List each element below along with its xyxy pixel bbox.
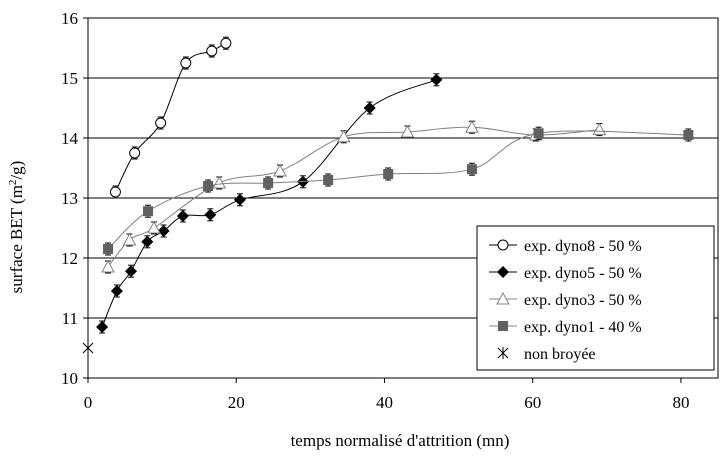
data-point	[383, 169, 393, 179]
y-tick-label: 14	[61, 129, 79, 148]
data-point	[213, 177, 225, 188]
legend: exp. dyno8 - 50 % exp. dyno5 - 50 % exp. d…	[477, 226, 714, 370]
x-tick-label: 40	[376, 393, 393, 412]
data-point	[338, 131, 350, 142]
data-point	[124, 234, 136, 245]
series-5	[83, 342, 93, 354]
data-point	[467, 164, 477, 174]
data-point	[125, 265, 137, 277]
y-tick-label: 16	[61, 9, 78, 28]
data-point	[96, 321, 108, 333]
y-tick-label: 10	[61, 369, 78, 388]
legend-label: exp. dyno5 - 50 %	[524, 265, 642, 282]
y-axis-title: surface BET (m2/g)	[7, 161, 26, 294]
legend-marker	[498, 240, 508, 250]
data-point	[683, 130, 693, 140]
legend-label: exp. dyno1 - 40 %	[524, 319, 642, 336]
data-point	[156, 118, 166, 128]
x-tick-label: 80	[672, 393, 689, 412]
data-point	[274, 165, 286, 176]
data-point	[204, 209, 216, 221]
data-point	[534, 128, 544, 138]
legend-marker	[498, 321, 508, 331]
y-tick-label: 15	[61, 69, 78, 88]
data-point	[207, 46, 217, 56]
series-line	[115, 43, 225, 192]
x-tick-label: 0	[84, 393, 93, 412]
y-tick-label: 13	[61, 189, 78, 208]
data-point	[234, 194, 246, 206]
data-point	[593, 124, 605, 135]
data-point	[221, 38, 231, 48]
data-point	[263, 178, 273, 188]
data-point	[203, 181, 213, 191]
data-point	[181, 58, 191, 68]
data-point	[102, 261, 114, 272]
data-point	[323, 175, 333, 185]
y-tick-label: 11	[62, 309, 78, 328]
y-axis-title-main: surface BET (m	[7, 185, 26, 293]
series-2	[96, 74, 442, 333]
data-point	[110, 187, 120, 197]
y-axis-title-unit: /g)	[7, 161, 26, 180]
data-point	[103, 244, 113, 254]
series-1	[110, 37, 230, 198]
data-point	[430, 74, 442, 86]
y-tick-label: 12	[61, 249, 78, 268]
x-tick-label: 20	[228, 393, 245, 412]
x-axis-title: temps normalisé d'attrition (mn)	[291, 431, 510, 450]
legend-label: non broyée	[524, 346, 596, 363]
data-point	[177, 210, 189, 222]
data-point	[130, 148, 140, 158]
legend-label: exp. dyno3 - 50 %	[524, 292, 642, 309]
data-point	[111, 285, 123, 297]
series-line	[102, 80, 436, 327]
x-tick-label: 60	[524, 393, 541, 412]
data-point	[143, 206, 153, 216]
data-point	[148, 222, 160, 233]
legend-label: exp. dyno8 - 50 %	[524, 238, 642, 255]
data-point	[83, 342, 93, 354]
